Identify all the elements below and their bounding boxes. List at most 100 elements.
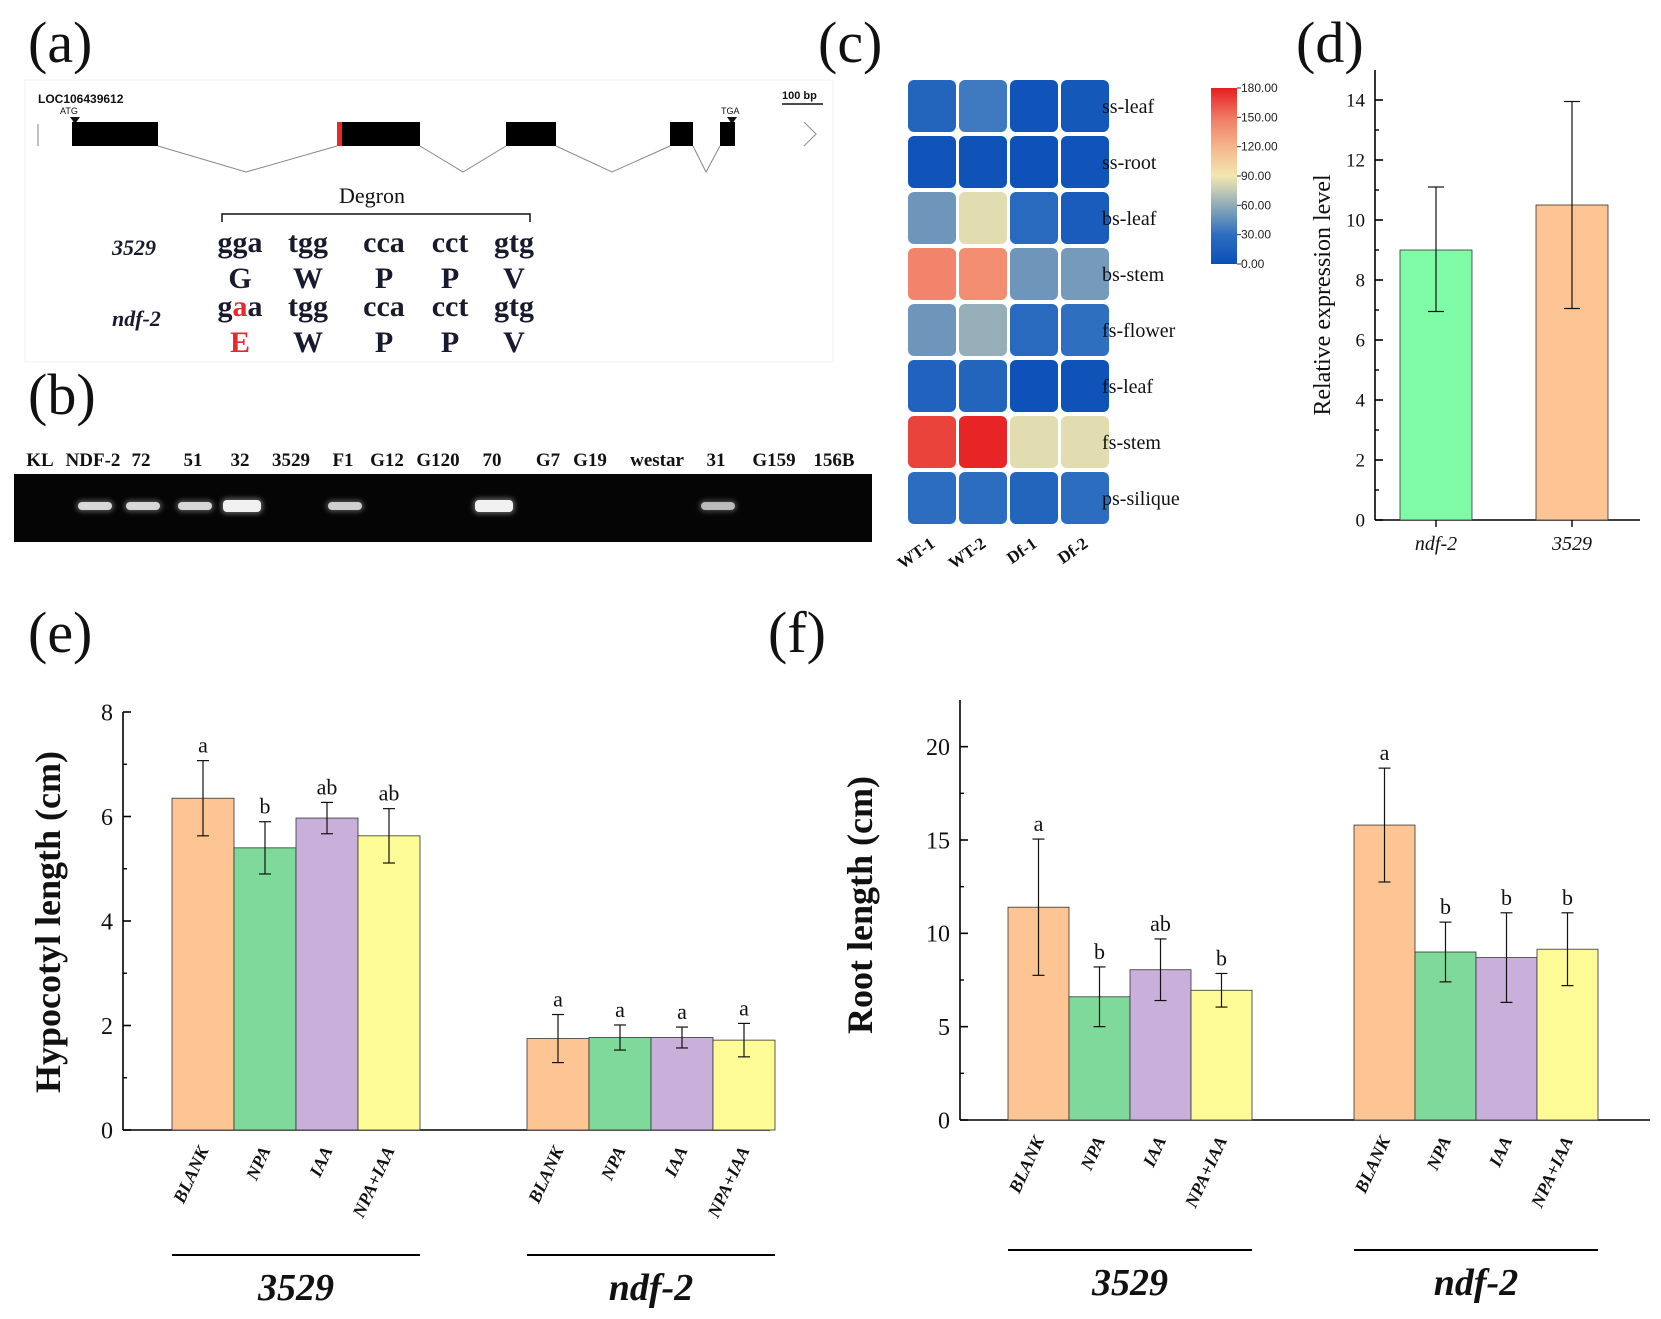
gel-bands bbox=[76, 498, 737, 514]
gel-lane-label: 3529 bbox=[272, 450, 310, 471]
x-category-label: NPA bbox=[1076, 1133, 1109, 1174]
heatmap-cell bbox=[1010, 248, 1058, 300]
significance-letter: a bbox=[1380, 740, 1390, 765]
wt-amino-acid: V bbox=[503, 262, 525, 295]
heatmap-cells bbox=[908, 80, 1109, 524]
heatmap-cell bbox=[908, 416, 956, 468]
heatmap-cell bbox=[908, 192, 956, 244]
gel-lane-label: G19 bbox=[573, 450, 607, 471]
y-axis-label: Hypocotyl length (cm) bbox=[28, 751, 68, 1093]
bar bbox=[588, 1037, 652, 1131]
significance-letter: b bbox=[1501, 885, 1512, 910]
heatmap-row-label: ps-silique bbox=[1102, 488, 1180, 510]
y-tick-label: 4 bbox=[1356, 391, 1366, 412]
bar bbox=[357, 835, 421, 1131]
significance-letter: a bbox=[198, 733, 208, 758]
heatmap-cell bbox=[1010, 472, 1058, 524]
heatmap-cell bbox=[1061, 192, 1109, 244]
y-tick-label: 14 bbox=[1346, 91, 1366, 112]
heatmap-column-label: Df-1 bbox=[1003, 534, 1040, 568]
significance-letter: a bbox=[1034, 811, 1044, 836]
x-tick-label: 3529 bbox=[1551, 533, 1592, 555]
color-scale-tick-label: 120.00 bbox=[1241, 140, 1278, 154]
heatmap-column-label: Df-2 bbox=[1054, 534, 1091, 568]
y-tick-label: 15 bbox=[926, 828, 950, 854]
y-tick-label: 20 bbox=[926, 735, 950, 761]
bar bbox=[233, 847, 297, 1131]
wt-codon: cct bbox=[432, 226, 469, 259]
y-tick-label: 4 bbox=[101, 909, 113, 935]
heatmap-cell bbox=[1010, 192, 1058, 244]
significance-letter: a bbox=[739, 995, 749, 1020]
heatmap-cell bbox=[959, 192, 1007, 244]
significance-letter: a bbox=[615, 997, 625, 1022]
panel-label-a: (a) bbox=[28, 10, 92, 75]
color-scale-bar bbox=[1211, 88, 1237, 264]
color-scale-tick-label: 0.00 bbox=[1241, 257, 1265, 271]
x-category-label: NPA bbox=[1422, 1133, 1455, 1174]
y-tick-label: 12 bbox=[1346, 151, 1365, 172]
gel-band bbox=[475, 500, 513, 512]
wt-codon: tgg bbox=[288, 226, 328, 259]
exon-1 bbox=[72, 122, 158, 146]
heatmap-row-label: ss-root bbox=[1102, 152, 1157, 174]
wt-codon: gga bbox=[218, 226, 263, 259]
x-category-label: NPA+IAA bbox=[1180, 1133, 1231, 1211]
gel-lane-label: 32 bbox=[231, 450, 250, 471]
heatmap-cell bbox=[959, 136, 1007, 188]
heatmap-panel: ss-leaf ss-root bs-leaf bs-stem fs-flower fs-… bbox=[894, 80, 1278, 573]
gel-lane-label: G7 bbox=[536, 450, 561, 471]
group-label: ndf-2 bbox=[609, 1267, 693, 1309]
codon-base: g bbox=[218, 290, 233, 323]
x-tick-label: ndf-2 bbox=[1415, 533, 1457, 555]
y-tick-label: 2 bbox=[1356, 451, 1366, 472]
color-scale-ticks: 180.00 150.00 120.00 90.00 60.00 30.00 0.00 bbox=[1237, 81, 1278, 271]
panel-label-f: (f) bbox=[768, 600, 826, 665]
y-tick-label: 5 bbox=[938, 1015, 950, 1041]
y-axis-label: Relative expression level bbox=[1310, 174, 1336, 416]
wt-name: 3529 bbox=[111, 235, 156, 260]
heatmap-cell bbox=[1010, 136, 1058, 188]
y-tick-label: 2 bbox=[101, 1014, 113, 1040]
mutated-base: a bbox=[233, 290, 248, 323]
heatmap-row-labels: ss-leaf ss-root bs-leaf bs-stem fs-flower fs-… bbox=[1102, 96, 1180, 510]
y-tick-label: 0 bbox=[938, 1108, 950, 1134]
y-tick-label: 10 bbox=[1346, 211, 1365, 232]
heatmap-cell bbox=[959, 416, 1007, 468]
gel-lane-label: westar bbox=[630, 450, 684, 471]
heatmap-cell bbox=[1061, 248, 1109, 300]
significance-letter: a bbox=[553, 987, 563, 1012]
heatmap-cell bbox=[1061, 472, 1109, 524]
mutated-amino-acid: E bbox=[230, 326, 250, 359]
heatmap-column-label: WT-1 bbox=[894, 534, 938, 573]
gel-lane-label: G120 bbox=[416, 450, 459, 471]
heatmap-cell bbox=[908, 472, 956, 524]
atg-label: ATG bbox=[60, 106, 78, 116]
heatmap-cell bbox=[959, 472, 1007, 524]
gel-lane-label: 70 bbox=[483, 450, 502, 471]
gel-lane-label: F1 bbox=[332, 450, 353, 471]
gel-lane-label: G159 bbox=[752, 450, 795, 471]
significance-letter: ab bbox=[379, 781, 400, 806]
tga-label: TGA bbox=[721, 106, 740, 116]
heatmap-cell bbox=[1010, 416, 1058, 468]
x-category-label: BLANK bbox=[524, 1141, 569, 1207]
utr-end bbox=[803, 121, 817, 147]
significance-letter: b bbox=[1216, 945, 1227, 970]
group-label: 3529 bbox=[257, 1267, 334, 1309]
panel-label-d: (d) bbox=[1296, 10, 1364, 75]
bar bbox=[171, 797, 235, 1131]
gel-band bbox=[78, 502, 112, 510]
significance-letter: ab bbox=[1150, 911, 1171, 936]
mut-amino-acid: W bbox=[293, 326, 323, 359]
gel-lane-label: 31 bbox=[707, 450, 726, 471]
gene-id: LOC106439612 bbox=[38, 92, 124, 106]
exon-5 bbox=[720, 122, 735, 146]
panel-label-b: (b) bbox=[28, 362, 96, 427]
expression-chart: 0 2 4 6 8 10 12 14 ndf-2 3529 Relative expression … bbox=[1310, 70, 1640, 555]
heatmap-row-label: fs-flower bbox=[1102, 320, 1176, 342]
group-label: ndf-2 bbox=[1434, 1262, 1518, 1304]
mut-name: ndf-2 bbox=[112, 306, 161, 331]
heatmap-row-label: fs-stem bbox=[1102, 432, 1161, 454]
gel-band bbox=[701, 502, 735, 510]
